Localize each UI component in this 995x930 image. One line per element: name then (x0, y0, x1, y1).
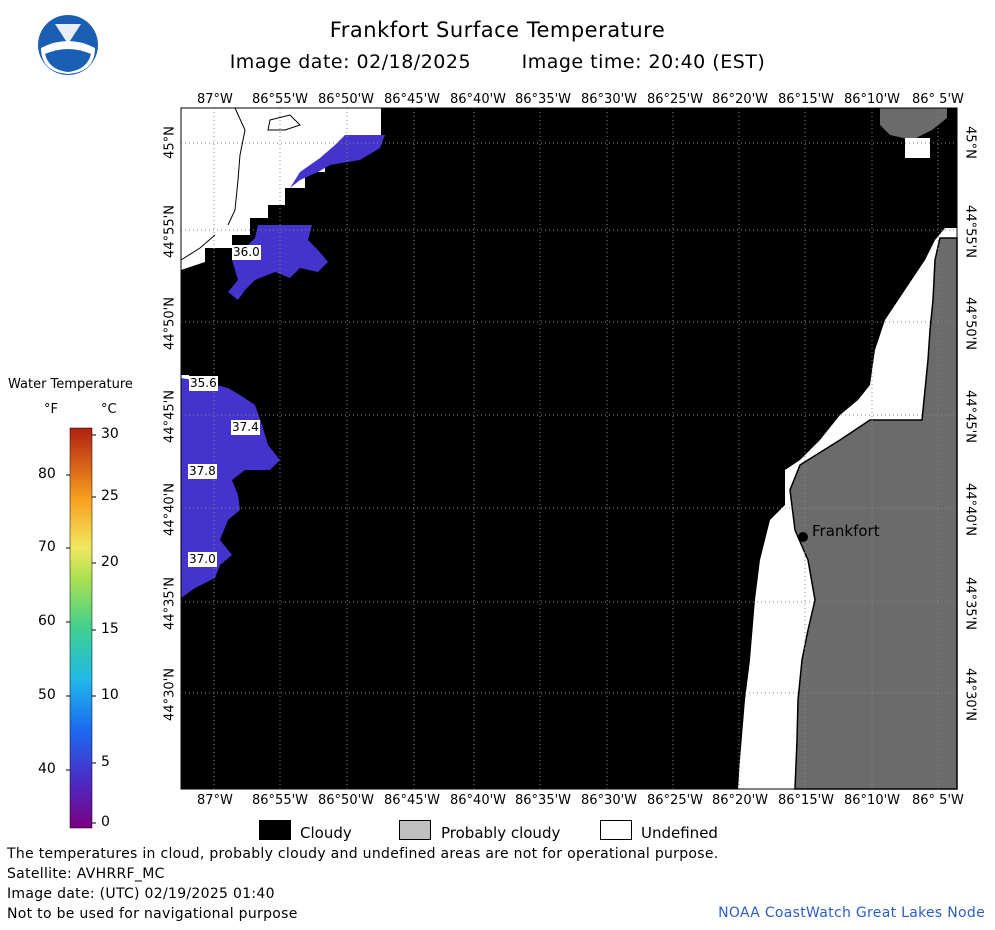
nw-contours (180, 107, 301, 261)
footer-disclaimer: The temperatures in cloud, probably clou… (7, 846, 719, 862)
colorbar-ticks (66, 434, 96, 824)
place-label-frankfort: Frankfort (812, 522, 880, 540)
lat-label-left: 44°30'N (162, 668, 178, 721)
lat-label-right: 44°45'N (962, 390, 978, 443)
lon-label-bottom: 86°25'W (647, 793, 704, 808)
c-tick: 5 (101, 754, 110, 770)
lon-label-top: 86°30'W (581, 92, 638, 107)
lon-label-top: 87°W (197, 92, 233, 107)
lon-label-top: 86°20'W (712, 92, 769, 107)
image-datetime: Image date: 02/18/2025 Image time: 20:40… (0, 51, 995, 73)
lon-label-bottom: 86°40'W (450, 793, 507, 808)
credit-link[interactable]: NOAA CoastWatch Great Lakes Node (718, 905, 985, 921)
temp-label: 37.8 (188, 464, 217, 479)
lon-label-bottom: 86°15'W (778, 793, 835, 808)
lon-label-top: 86°45'W (384, 92, 441, 107)
lon-label-top: 86°40'W (450, 92, 507, 107)
lon-label-bottom: 86°55'W (252, 793, 309, 808)
lon-label-bottom: 86°10'W (844, 793, 901, 808)
footer-satellite: Satellite: AVHRRF_MC (7, 866, 165, 882)
legend-title: Water Temperature (8, 377, 133, 392)
lon-label-bottom: 86°20'W (712, 793, 769, 808)
key-label-probably-cloudy: Probably cloudy (441, 824, 561, 842)
temp-label: 35.6 (189, 376, 218, 391)
image-date: Image date: 02/18/2025 (229, 51, 472, 73)
temp-label: 37.4 (231, 420, 260, 435)
c-tick: 10 (101, 687, 119, 703)
lon-label-top: 86°35'W (515, 92, 572, 107)
footer-navigation: Not to be used for navigational purpose (7, 906, 298, 922)
f-tick: 70 (38, 539, 56, 555)
lat-label-right: 44°40'N (962, 483, 978, 536)
map-grid (181, 108, 957, 789)
image-time: Image time: 20:40 (EST) (521, 51, 766, 73)
f-tick: 60 (38, 613, 56, 629)
key-swatch-cloudy (259, 820, 291, 840)
footer-image-date: Image date: (UTC) 02/19/2025 01:40 (7, 886, 275, 902)
lon-label-bottom: 86°45'W (384, 793, 441, 808)
c-tick: 30 (101, 426, 119, 442)
key-swatch-probably-cloudy (399, 820, 431, 840)
frankfort-marker (798, 532, 808, 542)
legend-unit-f: °F (44, 402, 58, 417)
lon-label-bottom: 86°50'W (318, 793, 375, 808)
lat-label-right: 44°55'N (962, 205, 978, 258)
lat-label-right: 44°35'N (962, 577, 978, 630)
c-tick: 20 (101, 554, 119, 570)
lon-label-top: 86°55'W (252, 92, 309, 107)
lat-label-right: 44°30'N (962, 668, 978, 721)
page-title: Frankfort Surface Temperature (329, 18, 666, 42)
lat-label-left: 45°N (162, 126, 178, 159)
lat-label-right: 45°N (962, 126, 978, 159)
lon-label-bottom: 87°W (197, 793, 233, 808)
lon-label-top: 86°50'W (318, 92, 375, 107)
lon-label-bottom: 86° 5'W (912, 793, 964, 808)
c-tick: 15 (101, 621, 119, 637)
lat-label-left: 44°45'N (162, 390, 178, 443)
f-tick: 80 (38, 466, 56, 482)
lat-label-left: 44°50'N (162, 297, 178, 350)
c-tick: 0 (101, 814, 110, 830)
lon-label-bottom: 86°35'W (515, 793, 572, 808)
lon-label-top: 86°25'W (647, 92, 704, 107)
lat-label-left: 44°55'N (162, 205, 178, 258)
c-tick: 25 (101, 488, 119, 504)
lon-label-top: 86°10'W (844, 92, 901, 107)
key-label-cloudy: Cloudy (300, 824, 352, 842)
lon-label-bottom: 86°30'W (581, 793, 638, 808)
lat-label-left: 44°35'N (162, 577, 178, 630)
lon-label-top: 86° 5'W (912, 92, 964, 107)
temp-label: 36.0 (232, 245, 261, 260)
f-tick: 40 (38, 761, 56, 777)
key-swatch-undefined (600, 820, 632, 840)
lat-label-right: 44°50'N (962, 297, 978, 350)
noaa-logo (38, 15, 98, 75)
temp-label: 37.0 (188, 552, 217, 567)
probably-cloudy-ne (880, 108, 947, 140)
key-label-undefined: Undefined (641, 824, 718, 842)
f-tick: 50 (38, 687, 56, 703)
legend-unit-c: °C (101, 402, 117, 417)
temperature-colorbar (69, 427, 93, 829)
probably-cloudy-land (789, 237, 958, 790)
lon-label-top: 86°15'W (778, 92, 835, 107)
lat-label-left: 44°40'N (162, 483, 178, 536)
